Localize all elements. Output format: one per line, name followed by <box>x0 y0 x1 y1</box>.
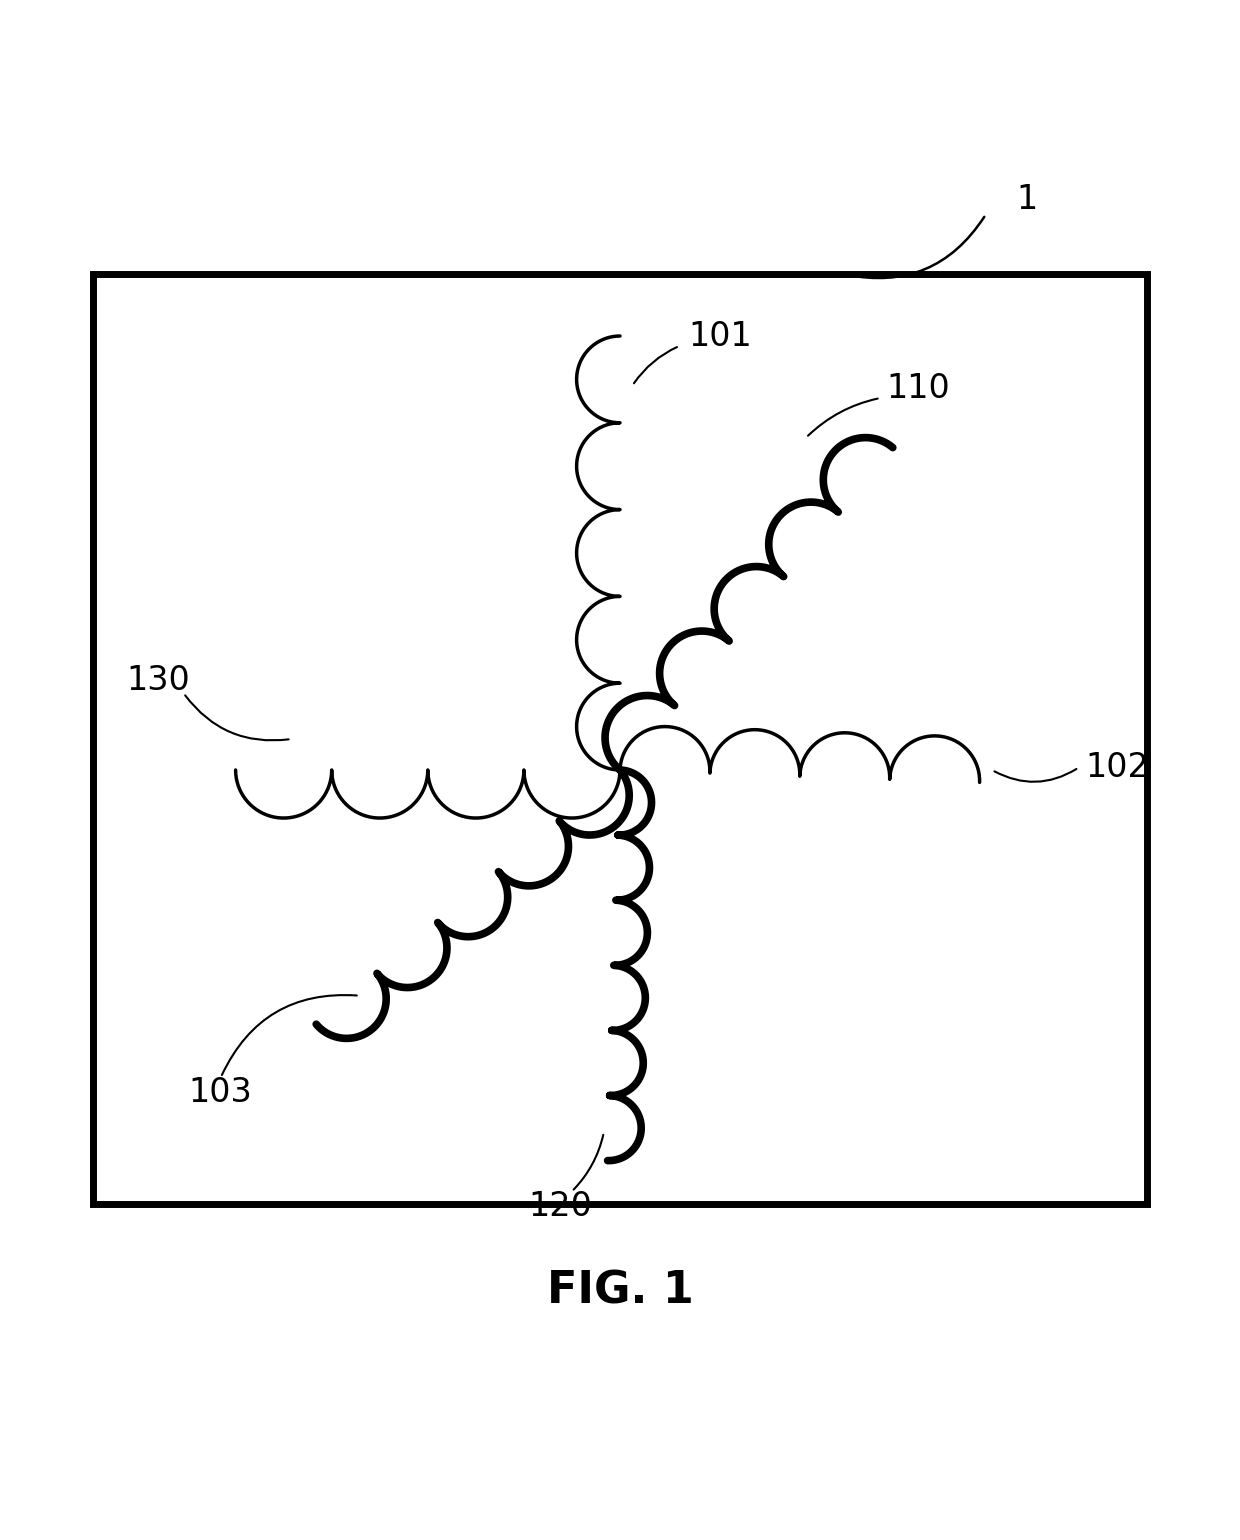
Text: 1: 1 <box>1017 183 1038 216</box>
Bar <box>93 274 1147 1204</box>
Text: 120: 120 <box>528 1190 593 1223</box>
Text: 103: 103 <box>188 1076 252 1109</box>
Text: 110: 110 <box>887 371 950 405</box>
Text: 130: 130 <box>126 664 190 698</box>
Text: FIG. 1: FIG. 1 <box>547 1269 693 1312</box>
Text: 102: 102 <box>1085 752 1149 784</box>
Text: 101: 101 <box>688 319 751 353</box>
